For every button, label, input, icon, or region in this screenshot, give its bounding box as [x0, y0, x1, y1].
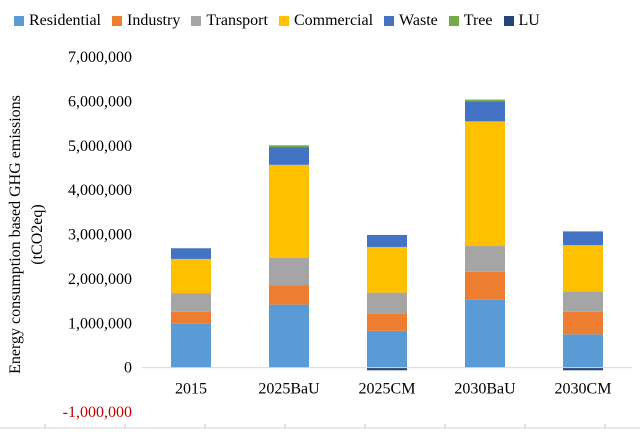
bar-segment-transport — [171, 293, 211, 312]
y-axis-title: (tCO2eq) — [29, 204, 46, 264]
bar-segment-residential — [171, 323, 211, 368]
bar-segment-lu — [367, 367, 407, 371]
x-tick-label: 2015 — [175, 381, 207, 398]
bar-segment-industry — [367, 313, 407, 331]
bar-segment-tree — [269, 145, 309, 148]
bar-segment-commercial — [171, 258, 211, 294]
bar-segment-commercial — [563, 245, 603, 292]
bar-segment-waste — [367, 234, 407, 247]
legend-label: Commercial — [293, 12, 374, 29]
legend-swatch — [448, 16, 459, 26]
bar-segment-residential — [563, 334, 603, 368]
legend-label: Industry — [126, 12, 181, 29]
legend-item: Waste — [384, 12, 438, 30]
bar-segment-transport — [269, 258, 309, 286]
chart-legend: Residential Industry Transport Commercial Wa… — [14, 10, 540, 32]
x-tick-label: 2025BaU — [258, 381, 320, 398]
bar-segment-lu — [563, 367, 603, 371]
bar-segment-waste — [269, 147, 309, 165]
y-tick-label: -1,000,000 — [63, 404, 132, 421]
legend-swatch — [503, 16, 514, 26]
y-tick-label: 6,000,000 — [68, 93, 132, 110]
bar-segment-industry — [269, 285, 309, 305]
legend-item: Commercial — [278, 12, 374, 30]
bar-segment-transport — [563, 291, 603, 312]
legend-label: Transport — [206, 12, 268, 29]
y-tick-label: 7,000,000 — [68, 49, 132, 66]
legend-swatch — [14, 16, 24, 26]
legend-item: Residential — [14, 12, 101, 30]
legend-swatch — [384, 16, 395, 26]
bar-segment-residential — [465, 299, 505, 368]
bar-segment-industry — [563, 311, 603, 335]
x-tick-label: 2025CM — [359, 381, 416, 398]
legend-label: Waste — [399, 12, 438, 29]
bar-segment-industry — [465, 271, 505, 300]
y-tick-label: 4,000,000 — [68, 182, 132, 199]
bar-segment-commercial — [269, 164, 309, 259]
bar-segment-residential — [269, 304, 309, 368]
y-axis-title: Energy consumption based GHG emissions — [7, 95, 24, 374]
legend-item: LU — [503, 12, 540, 30]
legend-swatch — [111, 16, 122, 26]
bar-segment-residential — [367, 330, 407, 368]
legend-swatch — [191, 16, 202, 26]
legend-label: Tree — [463, 12, 493, 29]
y-tick-label: 5,000,000 — [68, 138, 132, 155]
bar-segment-transport — [465, 246, 505, 272]
bar-segment-waste — [171, 248, 211, 259]
x-tick-label: 2030BaU — [454, 381, 516, 398]
y-tick-label: 2,000,000 — [68, 271, 132, 288]
bar-segment-waste — [465, 101, 505, 122]
bar-segment-industry — [171, 311, 211, 324]
y-tick-label: 0 — [124, 360, 132, 377]
bar-segment-waste — [563, 231, 603, 246]
legend-item: Tree — [448, 12, 493, 30]
bar-segment-commercial — [367, 246, 407, 293]
legend-item: Transport — [191, 12, 268, 30]
x-tick-label: 2030CM — [555, 381, 612, 398]
bar-segment-transport — [367, 292, 407, 314]
legend-label: Residential — [29, 12, 101, 29]
legend-swatch — [278, 16, 289, 26]
y-tick-label: 1,000,000 — [68, 315, 132, 332]
legend-label: LU — [518, 12, 540, 29]
bar-segment-commercial — [465, 121, 505, 247]
bar-segment-tree — [465, 99, 505, 102]
y-tick-label: 3,000,000 — [68, 227, 132, 244]
legend-item: Industry — [111, 12, 181, 30]
